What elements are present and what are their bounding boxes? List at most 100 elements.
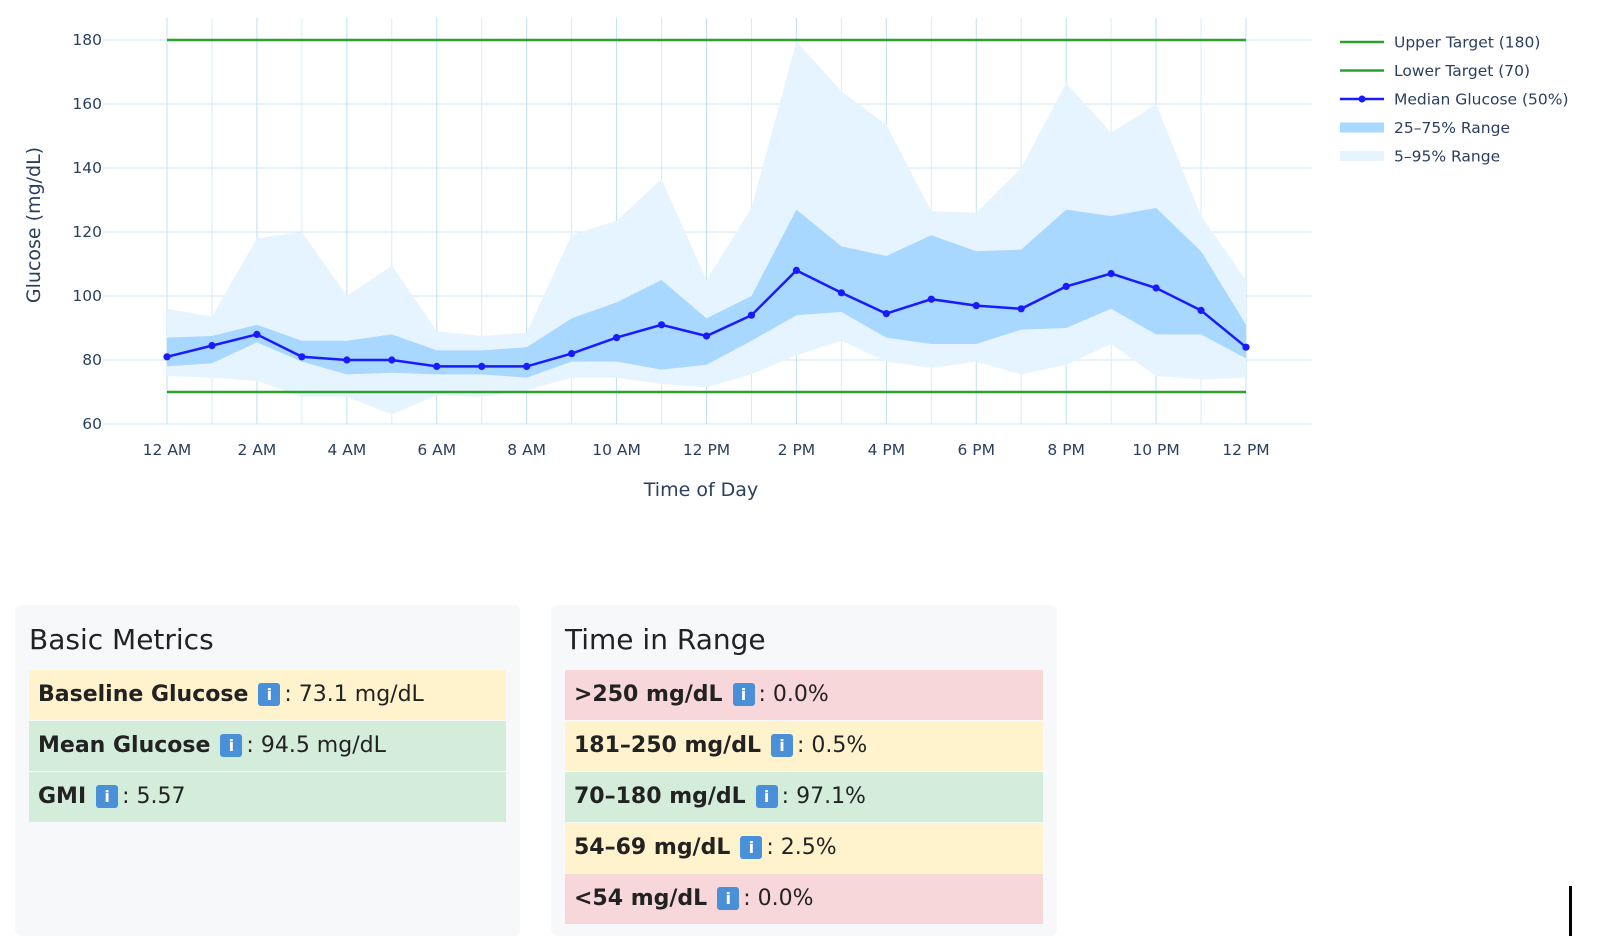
basic-metrics-title: Basic Metrics xyxy=(29,623,214,656)
band-25-75-range xyxy=(167,208,1246,378)
median-point xyxy=(972,302,980,310)
chart-ticks: 60 80 100 120 140 160 180 12 AM 2 AM 4 AM 6 AM 8 AM… xyxy=(72,31,1269,459)
time-in-range-row: 54–69 mg/dL i: 2.5% xyxy=(565,822,1043,873)
median-point xyxy=(478,362,486,370)
y-tick-label: 140 xyxy=(72,159,102,177)
time-in-range-label: >250 mg/dL xyxy=(574,682,723,708)
x-tick-label: 6 PM xyxy=(957,441,995,459)
y-tick-label: 60 xyxy=(82,415,102,433)
legend-label: 5–95% Range xyxy=(1394,148,1500,166)
time-in-range-list: >250 mg/dL i: 0.0% 181–250 mg/dL i: 0.5% 70–… xyxy=(565,669,1043,924)
legend-label: Lower Target (70) xyxy=(1394,62,1530,80)
basic-metrics-list: Baseline Glucose i: 73.1 mg/dL Mean Glucos… xyxy=(29,669,506,822)
median-point xyxy=(208,342,216,350)
median-point xyxy=(433,362,441,370)
y-tick-label: 80 xyxy=(82,351,102,369)
median-point xyxy=(747,311,756,319)
basic-metric-label: Baseline Glucose xyxy=(38,682,249,708)
median-point xyxy=(523,362,531,370)
legend-item[interactable]: Lower Target (70) xyxy=(1340,62,1530,80)
median-point xyxy=(1152,284,1160,292)
x-tick-label: 2 PM xyxy=(778,441,816,459)
basic-metric-row: Mean Glucose i: 94.5 mg/dL xyxy=(29,720,506,771)
info-icon[interactable]: i xyxy=(732,683,755,707)
info-icon[interactable]: i xyxy=(740,836,763,860)
time-in-range-value: : 0.0% xyxy=(758,682,829,708)
time-in-range-row: 70–180 mg/dL i: 97.1% xyxy=(565,771,1043,822)
time-in-range-value: : 0.5% xyxy=(796,733,868,759)
median-point xyxy=(343,356,351,364)
time-in-range-value: : 0.0% xyxy=(743,886,814,912)
legend-swatch xyxy=(1340,122,1384,133)
x-tick-label: 12 AM xyxy=(143,441,192,459)
time-in-range-value: : 97.1% xyxy=(781,784,866,810)
x-tick-label: 2 AM xyxy=(238,441,277,459)
y-tick-label: 100 xyxy=(72,287,102,305)
median-point xyxy=(298,353,306,361)
chart-lines xyxy=(163,38,1250,394)
legend-item[interactable]: Median Glucose (50%) xyxy=(1340,91,1569,109)
median-point xyxy=(657,321,666,329)
x-tick-label: 10 PM xyxy=(1132,441,1179,459)
x-tick-label: 6 AM xyxy=(417,441,456,459)
info-icon[interactable]: i xyxy=(717,887,740,911)
legend-label: Median Glucose (50%) xyxy=(1394,91,1569,109)
x-tick-label: 4 AM xyxy=(327,441,366,459)
time-in-range-label: 70–180 mg/dL xyxy=(574,784,746,810)
basic-metric-label: Mean Glucose xyxy=(38,733,211,759)
median-point xyxy=(837,289,845,297)
median-point xyxy=(927,295,935,303)
y-tick-label: 120 xyxy=(72,223,102,241)
median-point xyxy=(702,332,711,340)
info-icon[interactable]: i xyxy=(770,734,793,758)
basic-metrics-panel: Basic Metrics Baseline Glucose i: 73.1 mg… xyxy=(15,605,520,936)
info-icon[interactable]: i xyxy=(220,734,243,758)
x-tick-label: 8 AM xyxy=(507,441,546,459)
legend-label: 25–75% Range xyxy=(1394,119,1510,137)
basic-metric-row: GMI i: 5.57 xyxy=(29,771,506,822)
legend-item[interactable]: 5–95% Range xyxy=(1340,148,1500,166)
basic-metric-value: : 5.57 xyxy=(122,784,186,810)
info-icon[interactable]: i xyxy=(755,785,778,809)
chart-legend[interactable]: Upper Target (180) Lower Target (70) Media… xyxy=(1340,34,1569,166)
median-point xyxy=(1062,282,1070,290)
legend-marker xyxy=(1358,95,1366,103)
legend-item[interactable]: Upper Target (180) xyxy=(1340,34,1540,52)
info-icon[interactable]: i xyxy=(96,785,119,809)
time-in-range-row: 181–250 mg/dL i: 0.5% xyxy=(565,720,1043,771)
median-point xyxy=(792,266,801,274)
time-in-range-label: <54 mg/dL xyxy=(574,886,708,912)
median-point xyxy=(612,334,621,342)
y-tick-label: 180 xyxy=(72,31,102,49)
time-in-range-label: 54–69 mg/dL xyxy=(574,835,731,861)
y-axis-title: Glucose (mg/dL) xyxy=(23,147,45,303)
legend-label: Upper Target (180) xyxy=(1394,34,1540,52)
basic-metric-value: : 94.5 mg/dL xyxy=(246,733,386,759)
median-point xyxy=(163,353,171,361)
time-in-range-label: 181–250 mg/dL xyxy=(574,733,761,759)
legend-swatch xyxy=(1340,151,1384,161)
glucose-profile-chart: 60 80 100 120 140 160 180 12 AM 2 AM 4 AM 6 AM 8 AM… xyxy=(23,18,1569,501)
time-in-range-title: Time in Range xyxy=(565,623,766,656)
x-tick-label: 8 PM xyxy=(1047,441,1085,459)
median-point xyxy=(1017,305,1025,313)
basic-metric-label: GMI xyxy=(38,784,87,810)
x-tick-label: 10 AM xyxy=(592,441,641,459)
x-tick-label: 12 PM xyxy=(1222,441,1269,459)
median-point xyxy=(1242,343,1250,351)
median-point xyxy=(568,350,576,358)
y-tick-label: 160 xyxy=(72,95,102,113)
basic-metric-row: Baseline Glucose i: 73.1 mg/dL xyxy=(29,669,506,720)
time-in-range-value: : 2.5% xyxy=(766,835,837,861)
time-in-range-panel: Time in Range >250 mg/dL i: 0.0% 181–250 m… xyxy=(551,605,1057,936)
legend-item[interactable]: 25–75% Range xyxy=(1340,119,1510,137)
median-point xyxy=(1197,306,1205,314)
time-in-range-row: <54 mg/dL i: 0.0% xyxy=(565,873,1043,924)
basic-metric-value: : 73.1 mg/dL xyxy=(284,682,424,708)
median-point xyxy=(388,356,396,364)
median-point xyxy=(253,330,261,338)
chart-bands xyxy=(167,41,1246,415)
info-icon[interactable]: i xyxy=(258,683,281,707)
median-point xyxy=(1107,270,1115,278)
time-in-range-row: >250 mg/dL i: 0.0% xyxy=(565,669,1043,720)
